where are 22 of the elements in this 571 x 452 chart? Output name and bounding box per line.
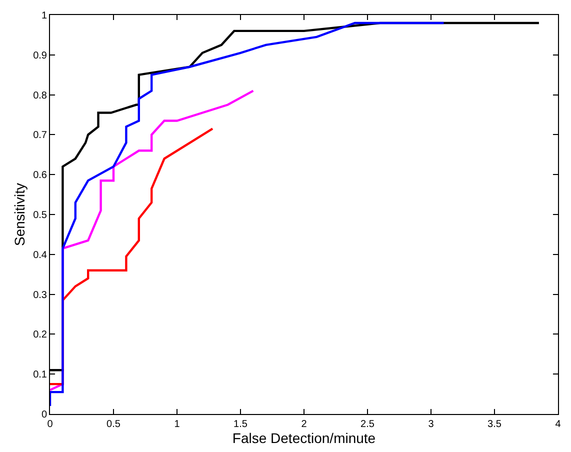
y-tick-label: 0 bbox=[41, 410, 48, 420]
line-series bbox=[50, 22, 445, 408]
y-tick-label: 0.6 bbox=[33, 170, 48, 182]
y-tick-label: 0.1 bbox=[33, 370, 48, 381]
y-tick-label: 1 bbox=[41, 10, 48, 22]
y-tick-label: 0.2 bbox=[33, 330, 48, 341]
x-tick-label: 2 bbox=[301, 419, 308, 430]
y-axis-title: Sensitivity bbox=[12, 182, 28, 246]
x-tick-label: 1.5 bbox=[234, 419, 248, 430]
x-tick-label: 3.5 bbox=[488, 419, 502, 430]
x-axis-title: False Detection/minute bbox=[232, 430, 376, 446]
x-tick-label: 2.5 bbox=[360, 419, 375, 430]
y-tick-label: 0.8 bbox=[33, 90, 48, 102]
y-tick-label: 0.7 bbox=[33, 130, 48, 142]
x-tick-label: 4 bbox=[555, 419, 562, 430]
x-tick-label: 1 bbox=[174, 419, 180, 430]
y-tick-label: 0.3 bbox=[33, 290, 48, 301]
x-tick-label: 0.5 bbox=[106, 419, 121, 430]
x-tick-label: 3 bbox=[428, 419, 434, 430]
y-tick-label: 0.9 bbox=[33, 50, 48, 62]
y-tick-label: 0.4 bbox=[33, 250, 48, 261]
y-tick-label: 0.5 bbox=[33, 210, 48, 221]
